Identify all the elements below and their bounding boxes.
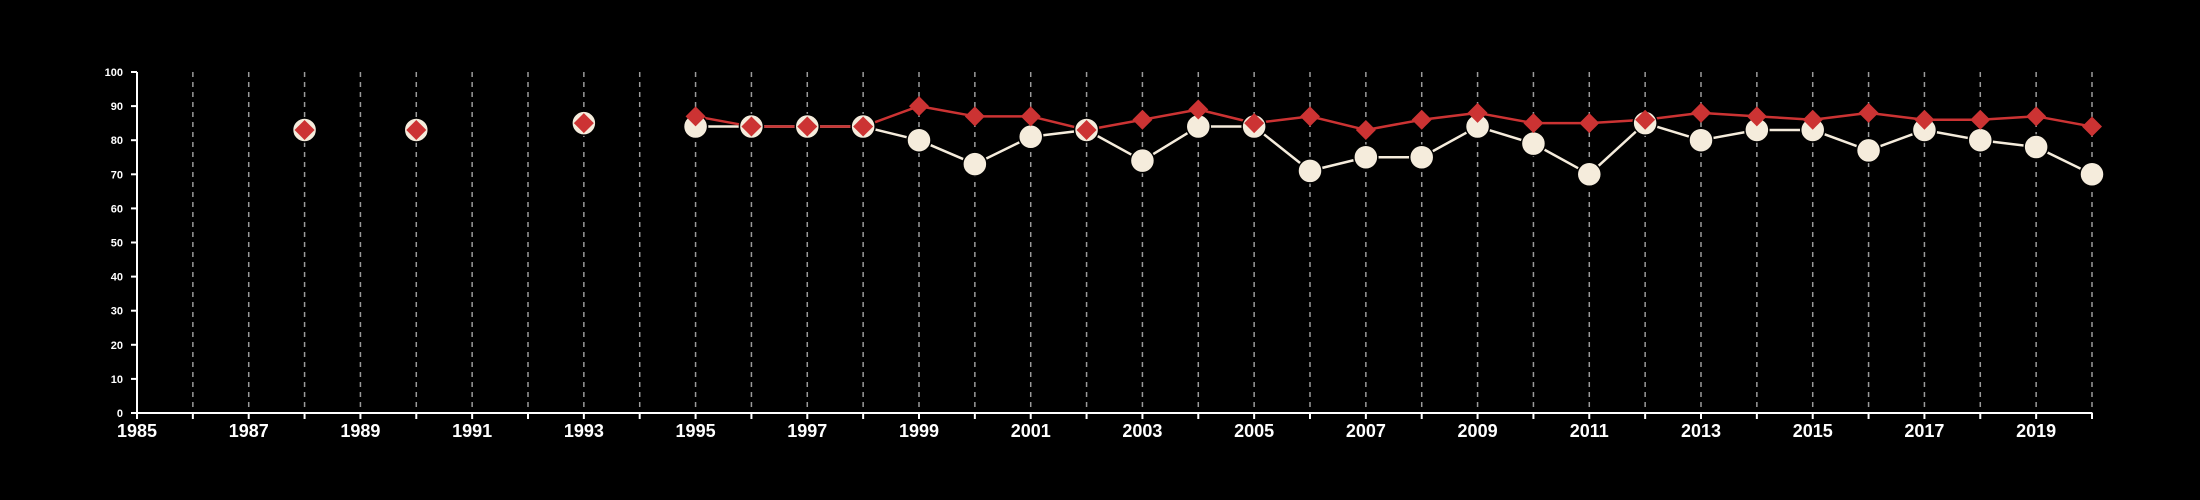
data-point-diamond — [1691, 102, 1711, 123]
data-point-diamond — [1579, 113, 1600, 134]
x-tick-label: 1989 — [340, 421, 380, 441]
data-point-diamond — [406, 119, 427, 140]
y-tick-label: 60 — [111, 203, 123, 215]
data-point-circle — [1520, 130, 1547, 157]
data-point-diamond — [294, 119, 315, 140]
data-point-circle — [2079, 161, 2105, 188]
data-point-circle — [1353, 144, 1379, 170]
y-tick-label: 30 — [111, 306, 123, 318]
data-point-diamond — [1802, 109, 1823, 130]
data-point-diamond — [1858, 102, 1879, 123]
data-point-circle — [1408, 144, 1435, 170]
x-tick-label: 1997 — [787, 421, 827, 441]
data-point-diamond — [1132, 109, 1153, 130]
data-point-diamond — [797, 116, 818, 137]
x-tick-label: 2007 — [1346, 421, 1386, 441]
x-tick-label: 1985 — [117, 421, 157, 441]
data-point-diamond — [1746, 106, 1767, 127]
y-tick-label: 0 — [117, 408, 123, 420]
y-tick-label: 100 — [105, 67, 123, 79]
data-point-diamond — [1188, 99, 1209, 120]
data-point-diamond — [1635, 109, 1656, 130]
x-tick-label: 2011 — [1570, 421, 1609, 441]
data-point-circle — [1017, 124, 1044, 150]
y-tick-label: 40 — [111, 272, 123, 284]
grid — [192, 72, 2093, 413]
data-point-diamond — [1076, 119, 1097, 140]
x-tick-label: 1993 — [564, 421, 604, 441]
y-tick-label: 50 — [111, 238, 123, 250]
x-tick-label: 2009 — [1458, 421, 1498, 441]
data-point-circle — [1688, 127, 1714, 153]
y-tick-label: 80 — [111, 135, 123, 147]
axes: 0 10 20 30 40 50 60 70 80 90 100 1985 1987 1989 1991 19… — [105, 67, 2093, 441]
data-point-circle — [1129, 147, 1156, 174]
data-point-diamond — [1523, 113, 1544, 134]
y-tick-label: 10 — [111, 374, 123, 386]
x-tick-label: 1999 — [899, 421, 939, 441]
data-point-diamond — [1467, 102, 1488, 123]
y-tick-label: 70 — [111, 169, 123, 181]
data-point-diamond — [964, 106, 985, 127]
data-point-circle — [2023, 134, 2049, 160]
series-line — [695, 104, 2093, 132]
data-point-circle — [1855, 137, 1882, 164]
data-point-diamond — [573, 113, 594, 134]
data-point-diamond — [741, 116, 762, 137]
series-group — [291, 96, 2105, 188]
x-tick-label: 2013 — [1681, 421, 1721, 441]
x-tick-label: 2003 — [1122, 421, 1162, 441]
x-tick-label: 2019 — [2016, 421, 2056, 441]
data-point-circle — [1576, 161, 1603, 188]
y-tick-label: 90 — [111, 101, 123, 113]
data-point-diamond — [2082, 116, 2102, 137]
x-tick-label: 2005 — [1234, 421, 1274, 441]
x-tick-label: 2001 — [1011, 421, 1051, 441]
data-point-diamond — [1914, 109, 1935, 130]
data-point-diamond — [909, 96, 929, 117]
data-point-diamond — [853, 116, 874, 137]
series-line — [695, 121, 2093, 176]
data-point-circle — [1297, 158, 1323, 184]
data-point-diamond — [2026, 106, 2047, 127]
x-tick-label: 2015 — [1793, 421, 1833, 441]
x-tick-label: 1995 — [676, 421, 716, 441]
x-tick-label: 2017 — [1904, 421, 1944, 441]
y-tick-label: 20 — [111, 340, 123, 352]
data-point-circle — [906, 127, 932, 153]
data-point-circle — [1967, 127, 1994, 153]
data-point-diamond — [1300, 106, 1320, 127]
data-point-diamond — [1244, 113, 1265, 134]
data-point-diamond — [1411, 109, 1432, 130]
data-point-diamond — [685, 106, 706, 127]
data-point-diamond — [1970, 109, 1991, 130]
x-tick-label: 1991 — [452, 421, 492, 441]
x-tick-label: 1987 — [229, 421, 269, 441]
data-point-circle — [962, 151, 988, 177]
data-point-diamond — [1020, 106, 1041, 127]
data-point-diamond — [1355, 119, 1376, 140]
